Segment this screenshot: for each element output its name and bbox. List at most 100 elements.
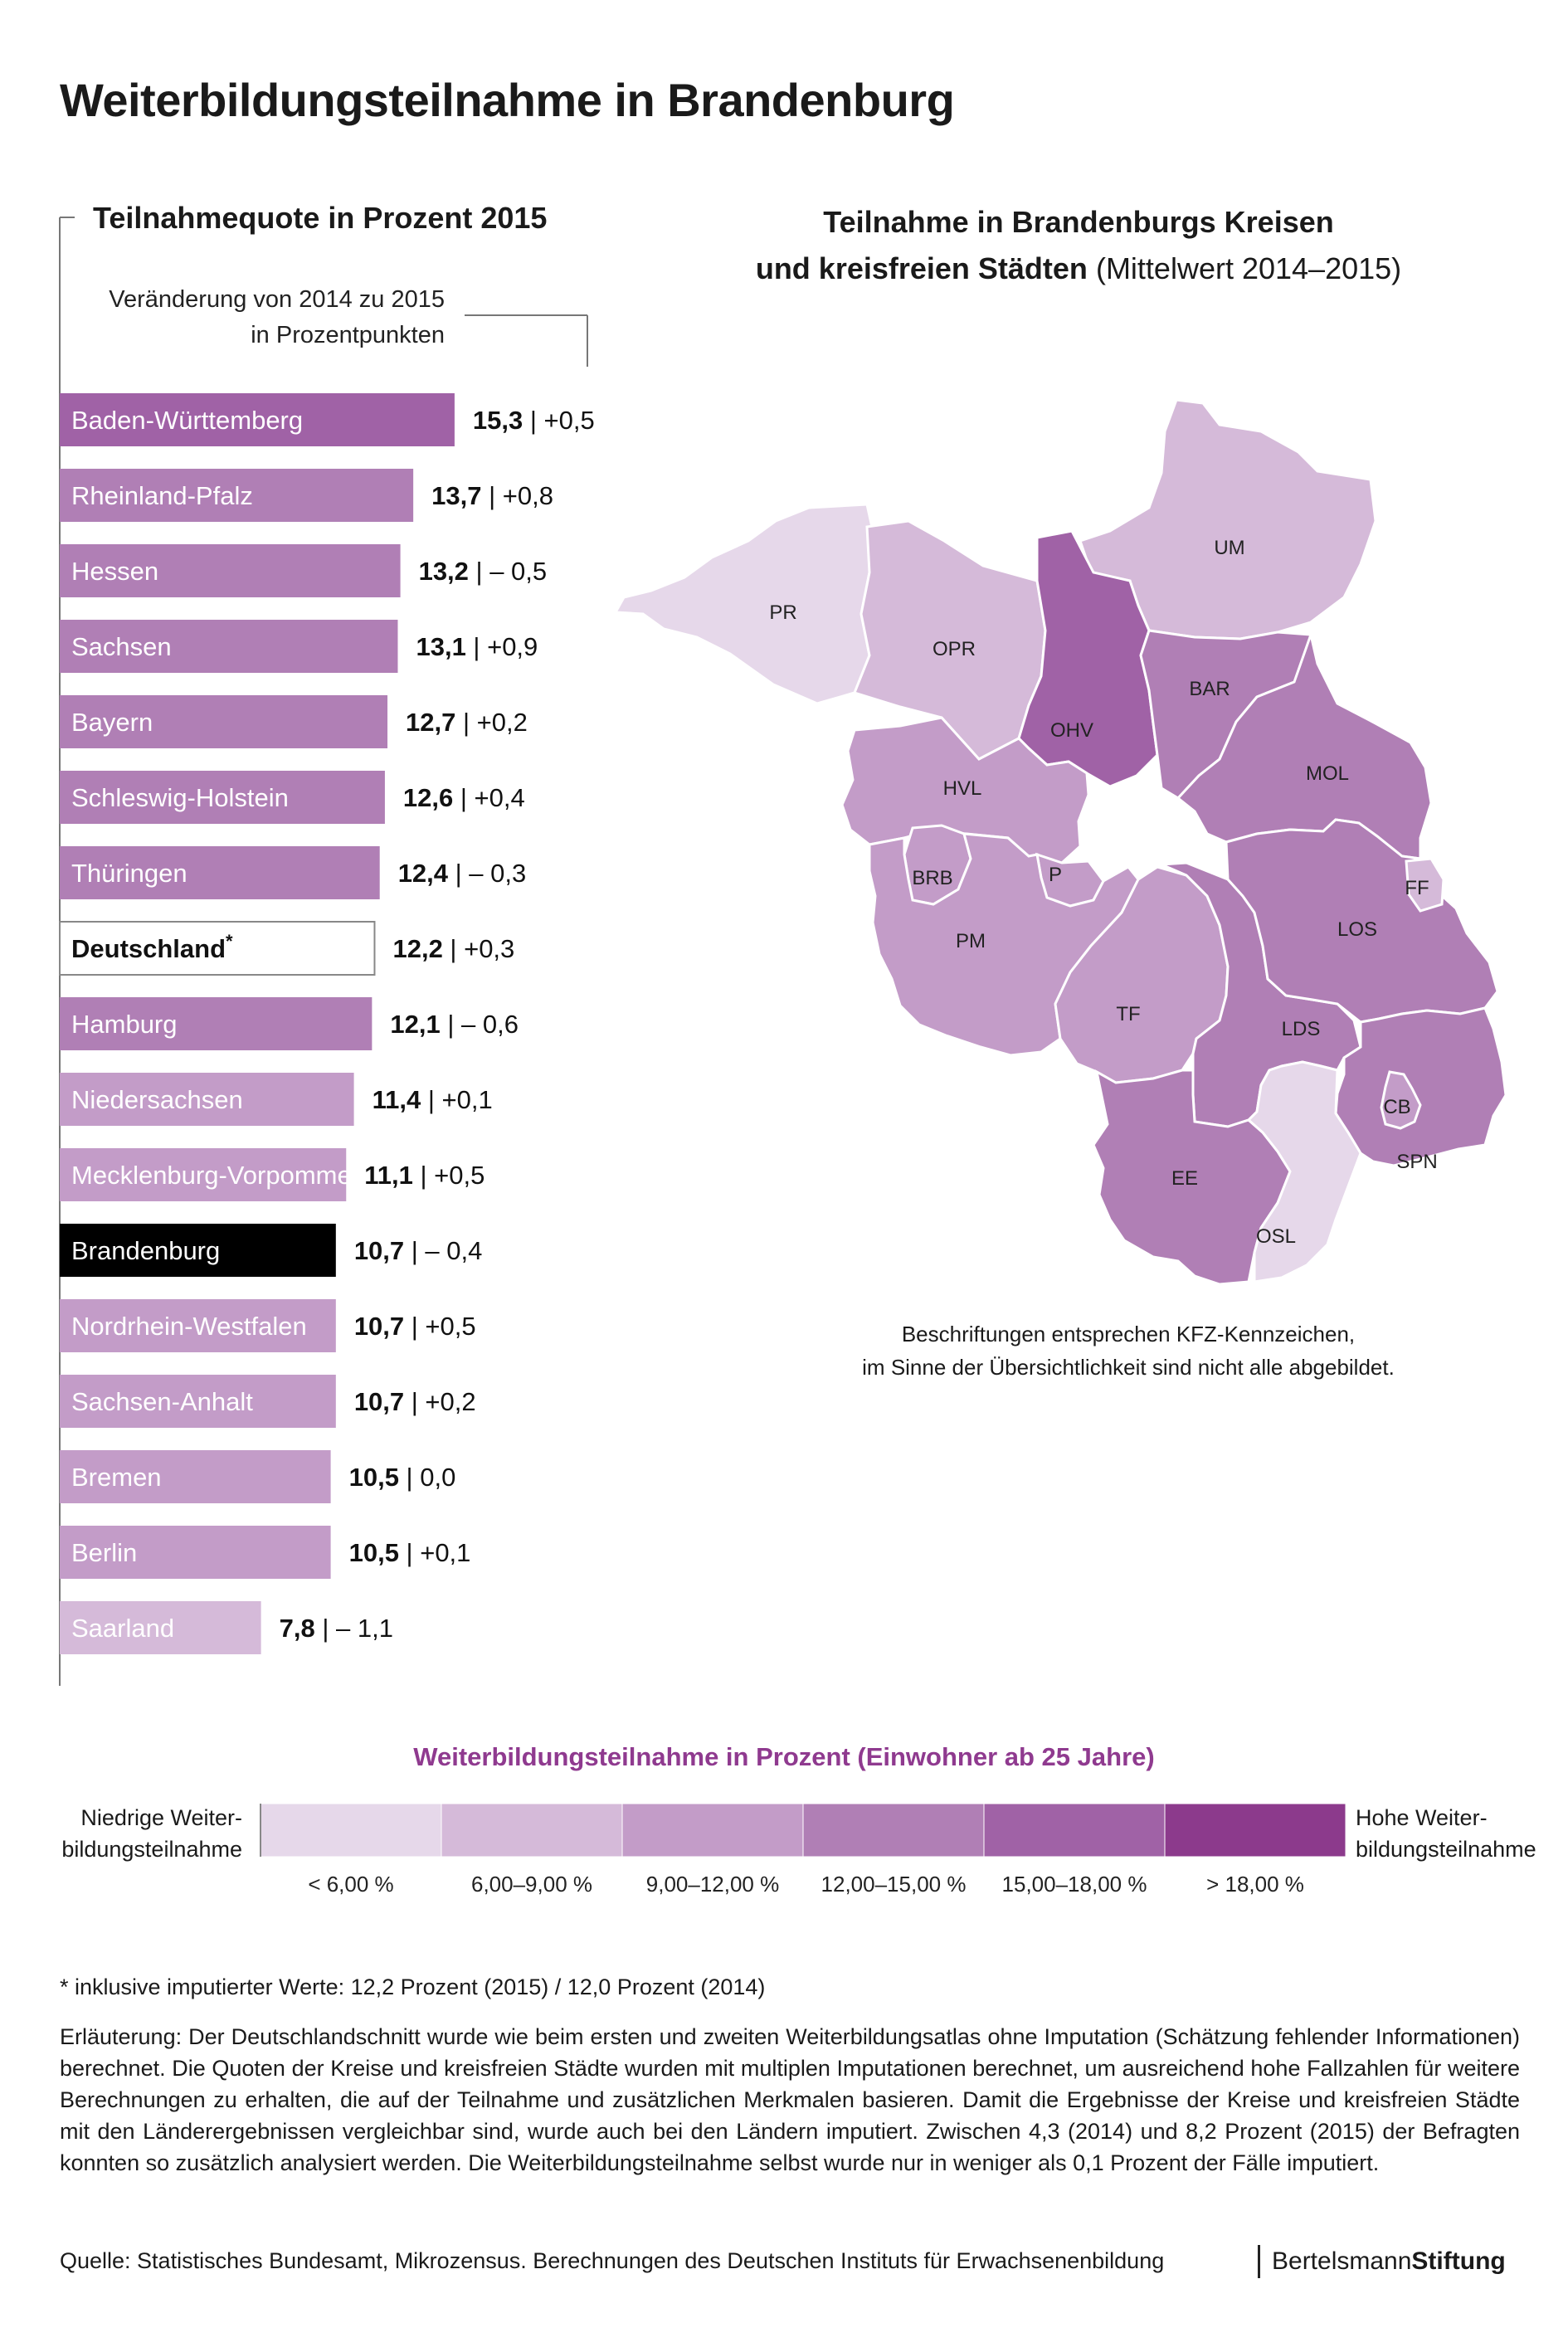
map-label-spn: SPN — [1396, 1151, 1437, 1173]
bar-value-label: 13,1 | +0,9 — [416, 632, 538, 661]
map-label-mol: MOL — [1306, 762, 1349, 785]
bar-value: 12,4 — [398, 859, 449, 888]
bar-value: 10,5 — [349, 1538, 399, 1567]
bar-value-label: 12,4 | – 0,3 — [398, 859, 527, 888]
bar-group: Deutschland* 12,2 | +0,3 — [59, 921, 514, 976]
map-region-cb — [1380, 1070, 1422, 1130]
bar-value-label: 12,6 | +0,4 — [403, 783, 525, 812]
brandenburg-map: PR OPR UM OHV BAR MOL HVL BRB P PM FF LO… — [613, 398, 1507, 1286]
map-title-line2-normal: (Mittelwert 2014–2015) — [1095, 251, 1402, 285]
bar-group: Nordrhein-Westfalen 10,7 | +0,5 — [60, 1299, 476, 1352]
bar-change: | +0,3 — [443, 934, 514, 963]
bar-value-label: 10,5 | +0,1 — [349, 1538, 471, 1567]
map-note-line1: Beschriftungen entsprechen KFZ-Kennzeich… — [901, 1322, 1356, 1346]
bar — [60, 393, 455, 446]
bar — [60, 1073, 354, 1126]
map-label-cb: CB — [1383, 1096, 1410, 1118]
bar-value: 11,1 — [364, 1161, 413, 1190]
legend-bin: 6,00–9,00 % — [441, 1803, 623, 1897]
bar-label: Deutschland* — [71, 931, 233, 963]
bar — [60, 1299, 336, 1352]
bar-label-marker: * — [226, 931, 233, 952]
legend-high-line1: Hohe Weiter- — [1356, 1805, 1488, 1830]
bar — [60, 469, 414, 522]
bar-value: 13,1 — [416, 632, 465, 661]
map-region-ohv — [1017, 529, 1159, 788]
bar-change: | +0,9 — [466, 632, 538, 661]
bar-label: Brandenburg — [71, 1236, 220, 1265]
bar-change: | +0,5 — [523, 406, 594, 435]
map-region-hvl — [840, 716, 1090, 864]
bar-chart-subtitle: Veränderung von 2014 zu 2015 in Prozentp… — [93, 282, 445, 353]
bar-group: Rheinland-Pfalz 13,7 | +0,8 — [60, 469, 553, 522]
bar — [60, 1148, 347, 1201]
map-region-spn — [1334, 1006, 1507, 1167]
map-label-hvl: HVL — [943, 777, 982, 800]
bar — [60, 1601, 261, 1654]
bar-value: 12,6 — [403, 783, 453, 812]
legend-bin: < 6,00 % — [260, 1803, 442, 1897]
legend-swatch — [260, 1803, 442, 1858]
bar-value: 12,2 — [392, 934, 442, 963]
bar — [60, 1450, 331, 1503]
map-region-ff — [1405, 857, 1445, 913]
legend-layer: < 6,00 % 6,00–9,00 % 9,00–12,00 % 12,00–15,… — [260, 1803, 1346, 1897]
bar-value: 12,7 — [406, 708, 455, 737]
map-label-osl: OSL — [1256, 1225, 1296, 1248]
bar-label: Sachsen-Anhalt — [71, 1387, 253, 1416]
bar-change: | +0,5 — [404, 1312, 475, 1341]
bar-group: Brandenburg 10,7 | – 0,4 — [60, 1224, 482, 1277]
bar-label: Berlin — [71, 1538, 137, 1567]
bar-group: Baden-Württemberg 15,3 | +0,5 — [60, 393, 595, 446]
bar-value-label: 11,4 | +0,1 — [373, 1085, 493, 1114]
legend-low-line1: Niedrige Weiter- — [80, 1805, 242, 1830]
legend-swatch — [621, 1803, 804, 1858]
map-label-ff: FF — [1405, 877, 1429, 899]
bar-group: Bremen 10,5 | 0,0 — [60, 1450, 455, 1503]
bar-label: Saarland — [71, 1614, 174, 1643]
map-label-bar: BAR — [1189, 678, 1230, 700]
bar-change: | +0,2 — [404, 1387, 475, 1416]
bar-value: 10,7 — [354, 1387, 404, 1416]
map-regions — [613, 398, 1507, 1286]
map-label-ohv: OHV — [1050, 719, 1093, 742]
legend-low-line2: bildungsteilnahme — [61, 1837, 242, 1862]
legend-high-line2: bildungsteilnahme — [1356, 1837, 1536, 1862]
legend-bin: > 18,00 % — [1164, 1803, 1346, 1897]
bar-value: 10,5 — [349, 1463, 399, 1492]
bar-value-label: 10,7 | – 0,4 — [354, 1236, 483, 1265]
bar-change: | +0,1 — [421, 1085, 492, 1114]
bar-change: | – 0,6 — [441, 1010, 519, 1039]
map-label-tf: TF — [1116, 1003, 1140, 1025]
map-title-line2: und kreisfreien Städten (Mittelwert 2014… — [664, 246, 1493, 292]
bar-label: Thüringen — [71, 859, 187, 888]
bar-chart-subtitle-line1: Veränderung von 2014 zu 2015 — [109, 286, 445, 313]
bar-value: 15,3 — [473, 406, 523, 435]
bar-value-label: 15,3 | +0,5 — [473, 406, 595, 435]
explanation-text: Erläuterung: Der Deutschlandschnitt wurd… — [60, 2024, 1520, 2175]
brand-normal: Bertelsmann — [1272, 2247, 1412, 2275]
bar-label: Schleswig-Holstein — [71, 783, 289, 812]
bar-label: Rheinland-Pfalz — [71, 481, 253, 510]
page-title: Weiterbildungsteilnahme in Brandenburg — [60, 74, 955, 126]
bar-label: Sachsen — [71, 632, 172, 661]
legend-bin-label: 6,00–9,00 % — [471, 1872, 592, 1897]
bar-value-label: 13,7 | +0,8 — [431, 481, 553, 510]
map-label-um: UM — [1214, 537, 1244, 559]
bar-chart: Baden-Württemberg 15,3 | +0,5 Rheinland-Pf… — [59, 217, 595, 1686]
legend-bin-label: 15,00–18,00 % — [1002, 1872, 1147, 1897]
bar — [60, 997, 373, 1050]
bar — [60, 1224, 336, 1277]
bar-change: | +0,1 — [399, 1538, 470, 1567]
bar — [60, 1526, 331, 1579]
legend-bin-label: 12,00–15,00 % — [821, 1872, 967, 1897]
bar-chart-subtitle-line2: in Prozentpunkten — [251, 322, 445, 348]
brand-bold: Stiftung — [1411, 2247, 1506, 2275]
source-note: Quelle: Statistisches Bundesamt, Mikroze… — [60, 2248, 1165, 2273]
bar-change: | – 0,3 — [448, 859, 526, 888]
map-title: Teilnahme in Brandenburgs Kreisen und kr… — [664, 199, 1493, 292]
bar-group: Saarland 7,8 | – 1,1 — [60, 1601, 393, 1654]
legend-swatch — [441, 1803, 623, 1858]
bar-value-label: 7,8 | – 1,1 — [280, 1614, 393, 1643]
